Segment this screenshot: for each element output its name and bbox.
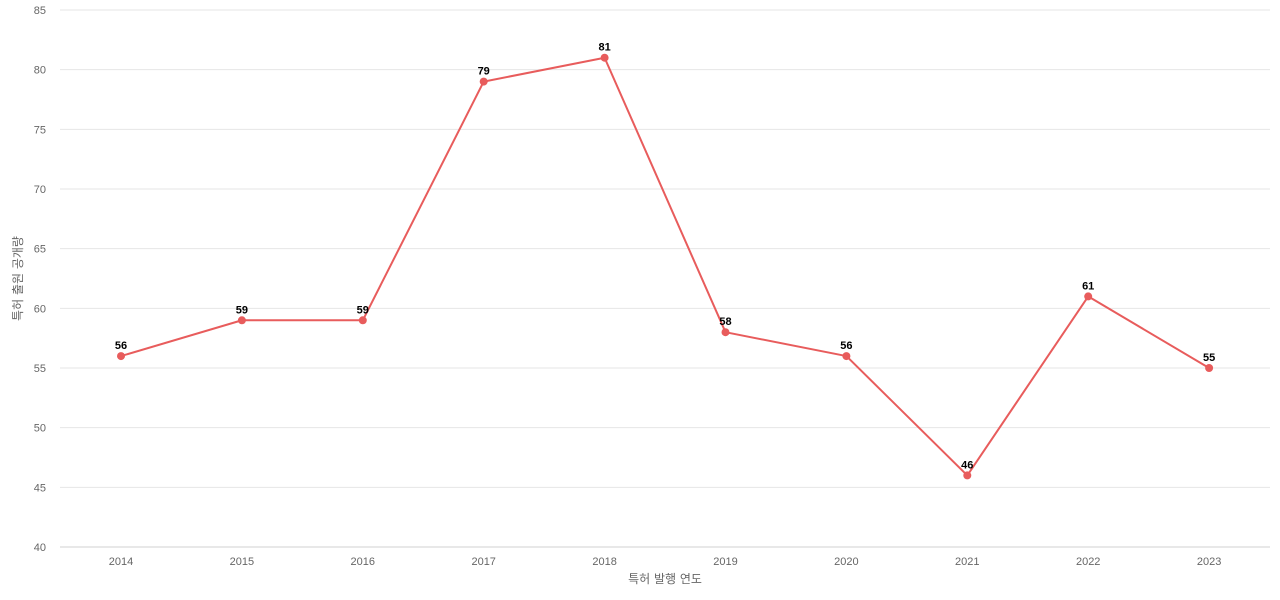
y-tick-label: 40: [34, 542, 46, 554]
y-tick-label: 60: [34, 303, 46, 315]
data-label: 58: [719, 316, 731, 328]
data-point: [1084, 292, 1093, 301]
data-label: 46: [961, 459, 973, 471]
x-tick-label: 2021: [955, 556, 979, 568]
data-point: [963, 471, 972, 480]
y-axis-title: 특허 출원 공개량: [11, 236, 25, 321]
data-label: 56: [115, 340, 127, 352]
data-point: [358, 316, 367, 325]
data-label: 55: [1203, 352, 1215, 364]
series-line: [120, 56, 1210, 477]
y-tick-label: 80: [34, 65, 46, 77]
data-labels: 56 59 59 79 81 58 56 46 61 55: [115, 42, 1215, 472]
x-tick-label: 2018: [592, 556, 616, 568]
x-axis-ticks: 2014 2015 2016 2017 2018 2019 2020 2021 2022 2023: [109, 556, 1222, 568]
data-label: 59: [357, 304, 369, 316]
x-tick-label: 2017: [471, 556, 495, 568]
data-point: [117, 352, 125, 361]
y-tick-label: 55: [34, 363, 46, 375]
x-tick-label: 2019: [713, 556, 737, 568]
x-tick-label: 2022: [1076, 556, 1100, 568]
data-label: 59: [236, 304, 248, 316]
x-tick-label: 2014: [109, 556, 133, 568]
y-tick-label: 70: [34, 184, 46, 196]
y-tick-label: 50: [34, 423, 46, 435]
y-tick-label: 65: [34, 244, 46, 256]
x-axis-title: 특허 발행 연도: [628, 571, 702, 586]
y-tick-label: 85: [34, 5, 46, 17]
x-tick-label: 2015: [230, 556, 254, 568]
x-tick-label: 2023: [1197, 556, 1221, 568]
data-point: [842, 352, 851, 361]
data-point: [479, 77, 488, 86]
x-tick-label: 2016: [351, 556, 375, 568]
data-label: 79: [478, 66, 490, 78]
data-point: [1205, 364, 1214, 372]
data-point: [237, 316, 246, 325]
data-label: 56: [840, 340, 852, 352]
y-tick-label: 45: [34, 482, 46, 494]
x-tick-label: 2020: [834, 556, 858, 568]
data-label: 81: [598, 42, 610, 54]
y-axis-ticks: 40 45 50 55 60 65 70 75 80 85: [34, 5, 46, 554]
data-point: [600, 53, 609, 62]
y-tick-label: 75: [34, 124, 46, 136]
data-points: [117, 53, 1214, 480]
grid-lines: [60, 9, 1270, 488]
data-point: [721, 328, 730, 337]
series-layer: [120, 56, 1210, 477]
data-label: 61: [1082, 280, 1094, 292]
